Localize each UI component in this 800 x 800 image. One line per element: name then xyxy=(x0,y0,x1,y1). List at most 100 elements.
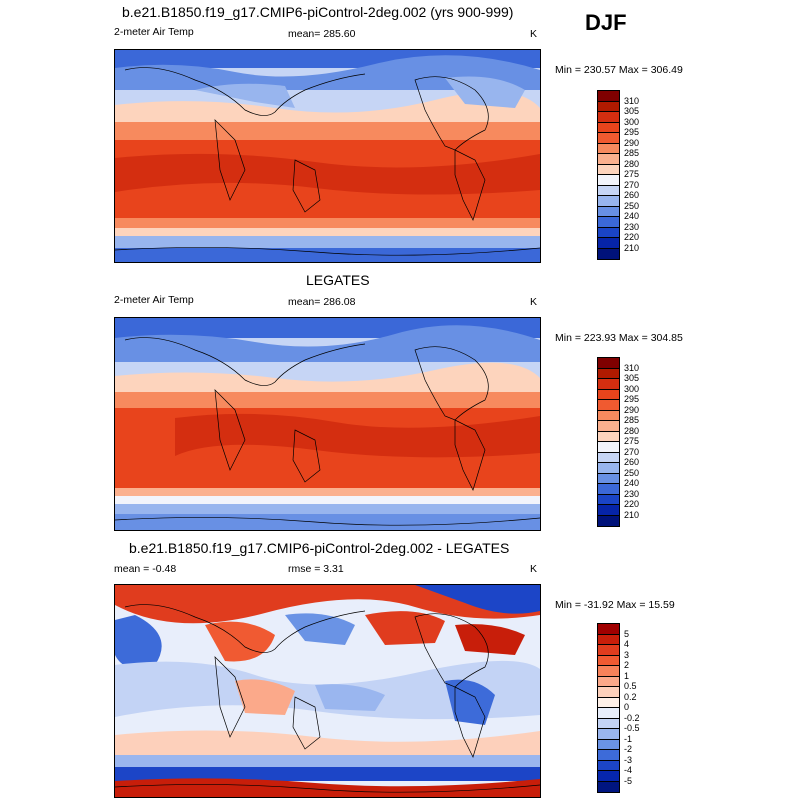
colorbar-tick-label: 280 xyxy=(624,158,640,169)
colorbar-tick-label: 295 xyxy=(624,127,640,137)
colorbar-box xyxy=(597,483,620,495)
colorbar-box xyxy=(597,367,620,379)
panel-2-variable-label: 2-meter Air Temp xyxy=(114,294,194,306)
panel-3-title: b.e21.B1850.f19_g17.CMIP6-piControl-2deg… xyxy=(129,540,510,556)
colorbar-tick-label: 275 xyxy=(624,169,640,179)
colorbar-box xyxy=(597,665,620,677)
colorbar-box xyxy=(597,493,620,505)
colorbar-box xyxy=(597,441,620,453)
colorbar-tick-label: 220 xyxy=(624,499,640,509)
colorbar-box xyxy=(597,504,620,516)
colorbar-tick-label: 5 xyxy=(624,628,630,639)
colorbar-tick-label: 305 xyxy=(624,106,640,116)
colorbar-tick-label: 240 xyxy=(624,211,640,221)
panel-2-minmax: Min = 223.93 Max = 304.85 xyxy=(555,332,683,344)
colorbar-tick-label: 290 xyxy=(624,404,640,415)
colorbar-tick-label: 250 xyxy=(624,200,640,211)
colorbar-box xyxy=(597,388,620,400)
colorbar-box xyxy=(597,514,620,527)
panel-2-mean: mean= 286.08 xyxy=(288,296,356,308)
colorbar-box xyxy=(597,462,620,474)
colorbar-box xyxy=(597,409,620,421)
colorbar-tick-label: 285 xyxy=(624,148,640,158)
colorbar-tick-label: 290 xyxy=(624,137,640,148)
panel-2-map xyxy=(114,317,541,531)
colorbar-box xyxy=(597,770,620,782)
colorbar-tick-label: 285 xyxy=(624,415,640,425)
colorbar-box xyxy=(597,749,620,761)
colorbar-box xyxy=(597,696,620,708)
colorbar-box xyxy=(597,399,620,411)
colorbar-box xyxy=(597,644,620,656)
colorbar-box xyxy=(597,654,620,666)
colorbar-box xyxy=(597,90,620,102)
colorbar-tick-label: 0 xyxy=(624,702,630,712)
colorbar-tick-label: 310 xyxy=(624,362,640,373)
colorbar-tick-label: 220 xyxy=(624,232,640,242)
season-label: DJF xyxy=(585,10,627,35)
colorbar-tick-label: -1 xyxy=(624,733,633,744)
colorbar-box xyxy=(597,759,620,771)
colorbar-box xyxy=(597,420,620,432)
panel-2-title: LEGATES xyxy=(306,272,370,288)
panel-3-minmax: Min = -31.92 Max = 15.59 xyxy=(555,599,675,611)
colorbar-tick-label: 260 xyxy=(624,457,640,467)
colorbar-box xyxy=(597,472,620,484)
colorbar-box xyxy=(597,247,620,260)
colorbar-tick-label: 310 xyxy=(624,95,640,106)
colorbar-box xyxy=(597,780,620,793)
colorbar-box xyxy=(597,451,620,463)
panel-3-mean: mean = -0.48 xyxy=(114,563,177,575)
colorbar-tick-label: -3 xyxy=(624,754,633,765)
colorbar-box xyxy=(597,738,620,750)
colorbar-box xyxy=(597,623,620,635)
colorbar-box xyxy=(597,195,620,207)
colorbar-tick-label: 270 xyxy=(624,446,640,457)
colorbar-box xyxy=(597,378,620,390)
colorbar-box xyxy=(597,686,620,698)
colorbar-box xyxy=(597,728,620,740)
panel-1-title: b.e21.B1850.f19_g17.CMIP6-piControl-2deg… xyxy=(122,4,514,20)
panel-1-map xyxy=(114,49,541,263)
colorbar-tick-label: 2 xyxy=(624,660,630,670)
panel-3-units: K xyxy=(530,563,538,575)
colorbar-tick-label: -0.5 xyxy=(624,723,640,733)
colorbar-box xyxy=(597,707,620,719)
panel-1-map-svg xyxy=(115,50,540,262)
colorbar-box xyxy=(597,205,620,217)
colorbar-tick-label: 210 xyxy=(624,509,640,520)
colorbar-tick-label: 0.5 xyxy=(624,681,637,691)
panel-1-minmax: Min = 230.57 Max = 306.49 xyxy=(555,64,683,76)
panel-3-rmse: rmse = 3.31 xyxy=(288,563,344,575)
colorbar-tick-label: 0.2 xyxy=(624,691,637,702)
colorbar-tick-label: 280 xyxy=(624,425,640,436)
colorbar-box xyxy=(597,633,620,645)
colorbar-tick-label: 240 xyxy=(624,478,640,488)
colorbar-box xyxy=(597,357,620,369)
colorbar-tick-label: -0.2 xyxy=(624,712,640,723)
colorbar-box xyxy=(597,226,620,238)
colorbar-box xyxy=(597,132,620,144)
panel-3-map xyxy=(114,584,541,798)
colorbar-tick-label: -4 xyxy=(624,765,633,775)
colorbar-tick-label: 230 xyxy=(624,221,640,232)
colorbar-box xyxy=(597,717,620,729)
colorbar-box xyxy=(597,142,620,154)
colorbar-tick-label: 210 xyxy=(624,242,640,253)
panel-2-units: K xyxy=(530,296,538,308)
colorbar-box xyxy=(597,111,620,123)
colorbar-box xyxy=(597,153,620,165)
colorbar-tick-label: 260 xyxy=(624,190,640,200)
panel-2-map-svg xyxy=(115,318,540,530)
colorbar-tick-label: 275 xyxy=(624,436,640,446)
panel-1-variable-label: 2-meter Air Temp xyxy=(114,26,194,38)
colorbar-tick-label: 295 xyxy=(624,394,640,404)
colorbar-tick-label: 300 xyxy=(624,116,640,127)
colorbar-tick-label: 3 xyxy=(624,649,630,660)
colorbar-tick-label: 1 xyxy=(624,670,630,681)
colorbar-box xyxy=(597,174,620,186)
panel-1-mean: mean= 285.60 xyxy=(288,28,356,40)
colorbar-tick-label: 4 xyxy=(624,639,630,649)
colorbar-tick-label: 305 xyxy=(624,373,640,383)
colorbar-tick-label: -2 xyxy=(624,744,633,754)
